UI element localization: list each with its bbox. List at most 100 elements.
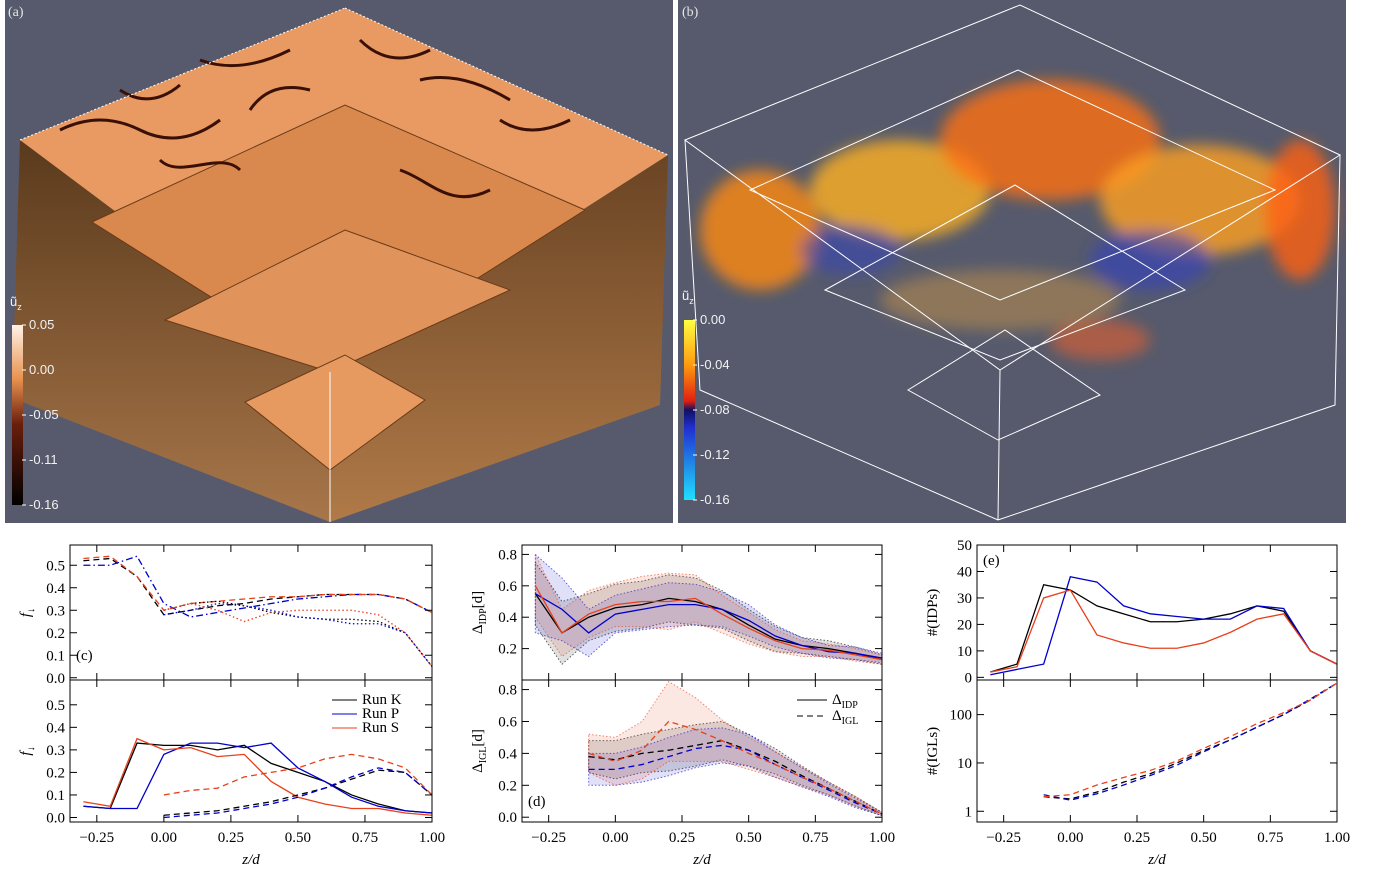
y-tick-label: 50 — [957, 538, 972, 554]
chart: −0.25 0.00 0.25 0.50 0.75 1.00 1 10 100 #(IGLs) z/… — [925, 679, 1350, 868]
panel-label: (b) — [682, 5, 699, 20]
panel-label: (d) — [528, 794, 546, 810]
panel-label: (c) — [76, 648, 93, 664]
y-tick-label: 0.1 — [46, 788, 65, 804]
y-label-main: Δ — [470, 763, 486, 773]
colorbar — [684, 320, 695, 500]
y-tick-label: 0.2 — [46, 626, 65, 642]
colorbar-tick-label: 0.05 — [29, 317, 54, 332]
x-tick-label: 0.25 — [669, 830, 695, 846]
x-tick-label: 1.00 — [419, 830, 445, 846]
y-axis-label: #(IDPs) — [925, 589, 941, 637]
data-line — [1043, 682, 1338, 798]
y-axis-label: ΔIDP[d] — [470, 591, 489, 634]
plot-frame — [69, 679, 433, 823]
x-tick-label: 1.00 — [869, 830, 895, 846]
data-line — [534, 593, 883, 661]
chart: −0.25 0.00 0.25 0.50 0.75 1.00 0.0 0.1 0.2 0.3 0.4… — [18, 679, 445, 868]
y-label-tail: [d] — [470, 591, 486, 609]
plot-frame — [521, 679, 883, 823]
colorbar-tick-label: -0.04 — [700, 357, 730, 372]
y-label-main: f — [18, 750, 34, 756]
edge — [19, 7, 346, 141]
y-tick-label: 0.5 — [46, 558, 65, 574]
data-line — [163, 767, 433, 819]
y-tick-label: 0.0 — [498, 810, 517, 826]
error-band — [588, 680, 883, 817]
x-tick-label: 0.25 — [1124, 830, 1150, 846]
y-label-main: #(IDPs) — [925, 589, 941, 637]
y-tick-label: 0.2 — [46, 765, 65, 781]
y-tick-label: 0.4 — [498, 610, 517, 626]
legend-label: Run P — [362, 706, 399, 722]
plot-frame — [976, 544, 1338, 681]
y-tick-label: 0.0 — [46, 671, 65, 687]
colorbar-title: ũz — [682, 288, 694, 306]
y-label-sub: ↓ — [26, 746, 37, 751]
charts: 0.00.10.20.30.40.5f↓(c)−0.25 0.00 0.25 0.50… — [18, 538, 1350, 868]
y-tick-label: 0.2 — [498, 778, 517, 794]
y-tick-label: 0.8 — [498, 683, 517, 699]
legend-sub: IGL — [842, 716, 859, 727]
colorbar — [12, 325, 23, 505]
x-tick-label: 1.00 — [1324, 830, 1350, 846]
data-line — [534, 585, 883, 661]
legend-label: ΔIDP — [832, 692, 858, 711]
data-line — [83, 555, 433, 618]
y-tick-label: 10 — [957, 644, 972, 660]
colorbar-title: ũz — [10, 294, 22, 312]
texture — [59, 38, 571, 199]
y-tick-label: 10 — [957, 756, 972, 772]
x-tick-label: −0.25 — [531, 830, 566, 846]
y-tick-label: 100 — [950, 708, 973, 724]
legend-sub: IDP — [842, 700, 859, 711]
data-line — [83, 742, 433, 814]
x-tick-label: 0.50 — [1191, 830, 1217, 846]
y-tick-label: 1 — [965, 804, 973, 820]
x-tick-label: 0.00 — [151, 830, 177, 846]
data-line — [83, 742, 433, 814]
x-tick-label: 0.00 — [602, 830, 628, 846]
colorbar-tick-label: -0.11 — [29, 452, 58, 467]
x-tick-label: −0.25 — [79, 830, 114, 846]
y-label-sub: ↓ — [26, 608, 37, 613]
y-axis-label: f↓ — [18, 608, 37, 617]
y-label-main: f — [18, 611, 34, 617]
edge — [344, 7, 669, 156]
colorbar-tick-label: 0.00 — [700, 312, 725, 327]
panel-a: (a) ũz 0.05 0.00 -0.05 -0.11 -0.16 — [5, 0, 673, 523]
x-tick-label: 0.25 — [218, 830, 244, 846]
legend-label: Run S — [362, 720, 399, 736]
x-tick-label: 0.75 — [802, 830, 828, 846]
panel-b: (b) ũz 0.00 -0.04 -0.08 -0.12 -0.16 — [678, 0, 1346, 523]
x-tick-label: 0.75 — [1257, 830, 1283, 846]
y-label-main: #(IGLs) — [925, 727, 941, 775]
data-line — [163, 602, 433, 667]
y-tick-label: 0.8 — [498, 547, 517, 563]
colorbar-ticks: 0.05 0.00 -0.05 -0.11 -0.16 — [22, 317, 59, 512]
x-tick-label: 0.00 — [1057, 830, 1083, 846]
x-tick-label: 0.50 — [736, 830, 762, 846]
y-axis-label: #(IGLs) — [925, 727, 941, 775]
y-label-tail: [d] — [470, 729, 486, 747]
wireframe — [683, 4, 1342, 521]
y-tick-label: 0.4 — [46, 581, 65, 597]
step-face — [163, 229, 512, 373]
x-axis-label: z/d — [1147, 852, 1166, 868]
colorbar-title-sub: z — [689, 296, 694, 306]
y-label-main: Δ — [470, 624, 486, 634]
y-tick-label: 0.2 — [498, 642, 517, 658]
legend-main: Δ — [832, 708, 842, 724]
y-tick-label: 0 — [965, 670, 973, 686]
x-tick-label: 0.50 — [285, 830, 311, 846]
data-line — [990, 583, 1338, 673]
colorbar-tick-label: 0.00 — [29, 362, 54, 377]
legend-label: ΔIGL — [832, 708, 858, 727]
data-line — [163, 600, 433, 667]
x-axis-label: z/d — [241, 852, 260, 868]
colorbar-title-main: ũ — [10, 294, 17, 309]
error-band — [534, 560, 883, 666]
data-line — [535, 593, 883, 659]
y-tick-label: 0.5 — [46, 698, 65, 714]
